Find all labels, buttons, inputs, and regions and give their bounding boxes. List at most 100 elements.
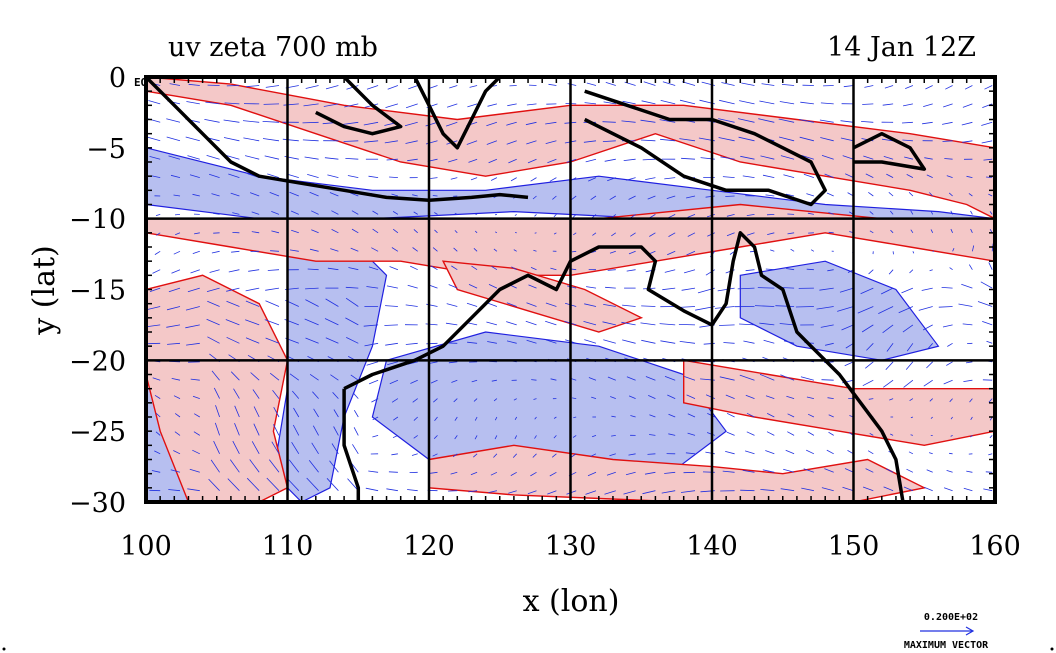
wind-vector <box>667 394 676 399</box>
coastline <box>852 131 927 171</box>
wind-vector <box>333 409 339 418</box>
wind-vector <box>470 177 478 181</box>
wind-vector <box>988 193 993 197</box>
wind-vector <box>171 269 181 274</box>
wind-vector <box>188 83 200 86</box>
wind-vector <box>961 121 973 126</box>
wind-vector <box>488 158 498 164</box>
wind-vector <box>649 434 656 436</box>
wind-vector <box>432 453 438 457</box>
wind-vector <box>494 231 498 234</box>
wind-vector <box>288 459 300 473</box>
wind-vector <box>886 343 894 352</box>
wind-vector <box>738 136 755 142</box>
wind-vector <box>282 138 299 142</box>
wind-vector <box>929 398 933 402</box>
wind-vector <box>664 269 676 273</box>
wind-vector <box>567 83 577 86</box>
wind-vector <box>364 342 379 347</box>
wind-vector <box>185 136 200 142</box>
wind-vector <box>327 267 339 271</box>
wind-vector <box>641 305 656 307</box>
wind-vector <box>368 266 379 271</box>
wind-vector <box>307 174 319 178</box>
wind-vector <box>801 155 815 160</box>
wind-vector <box>786 268 795 271</box>
wind-vector <box>758 118 775 123</box>
wind-vector <box>865 173 874 178</box>
wind-vector <box>765 450 775 455</box>
wind-vector <box>926 361 933 369</box>
wind-vector <box>611 435 616 437</box>
wind-vector <box>173 450 181 455</box>
wind-vector <box>958 303 973 307</box>
wind-vector <box>984 85 993 90</box>
wind-vector <box>869 432 874 436</box>
wind-vector <box>230 371 240 381</box>
wind-vector <box>468 284 478 289</box>
wind-vector <box>885 468 894 473</box>
wind-vector <box>679 306 696 308</box>
wind-vector <box>151 470 161 473</box>
wind-vector <box>725 451 735 455</box>
wind-vector <box>963 487 973 492</box>
wind-vector <box>224 102 240 105</box>
wind-vector <box>302 139 319 142</box>
wind-vector <box>263 103 280 105</box>
wind-vector <box>588 377 597 381</box>
wind-vector <box>265 85 280 88</box>
wind-vector <box>208 478 220 491</box>
wind-vector <box>494 416 498 421</box>
wind-vector <box>661 490 676 494</box>
wind-vector <box>783 468 795 473</box>
wind-vector <box>187 155 200 160</box>
wind-vector <box>507 103 517 107</box>
x-axis-label: x (lon) <box>523 584 620 619</box>
wind-vector <box>641 339 656 344</box>
wind-vector <box>532 195 537 200</box>
wind-vector <box>866 343 874 351</box>
wind-vector <box>844 468 854 473</box>
wind-vector <box>861 121 874 123</box>
wind-vector <box>530 471 537 477</box>
wind-vector <box>604 490 616 495</box>
wind-vector <box>819 287 834 291</box>
wind-vector <box>786 395 795 399</box>
wind-vector <box>842 155 854 160</box>
wind-vector <box>262 121 280 123</box>
wind-vector <box>454 416 458 421</box>
x-tick-label: 150 <box>828 531 880 562</box>
wind-vector <box>454 435 458 440</box>
wind-vector <box>467 103 478 108</box>
wind-vector <box>166 136 181 142</box>
wind-vector <box>584 339 597 344</box>
wind-vector <box>471 265 478 271</box>
wind-vector <box>683 269 696 274</box>
wind-vector <box>767 232 775 235</box>
wind-vector <box>604 158 616 162</box>
wind-vector <box>267 269 280 271</box>
wind-vector <box>783 174 795 178</box>
map-time-label: 14 Jan 12Z <box>827 32 976 63</box>
wind-vector <box>372 210 379 215</box>
wind-vector <box>453 398 458 403</box>
coastline <box>342 388 361 502</box>
wind-vector <box>780 488 795 492</box>
wind-vector <box>306 477 319 491</box>
wind-vector <box>908 192 914 197</box>
lat-lon-grid <box>146 77 995 502</box>
wind-vector <box>312 425 319 436</box>
wind-vector <box>245 287 260 292</box>
wind-vector <box>530 177 537 182</box>
wind-vector <box>885 361 894 370</box>
wind-vector <box>445 322 458 326</box>
wind-vector <box>862 103 874 105</box>
wind-vector <box>622 304 636 307</box>
wind-vector <box>208 173 220 178</box>
wind-vector <box>308 459 319 473</box>
wind-vector <box>171 378 181 381</box>
wind-vector <box>405 103 418 109</box>
wind-vector <box>946 361 953 366</box>
wind-vector <box>757 287 775 289</box>
wind-vector <box>583 321 597 326</box>
